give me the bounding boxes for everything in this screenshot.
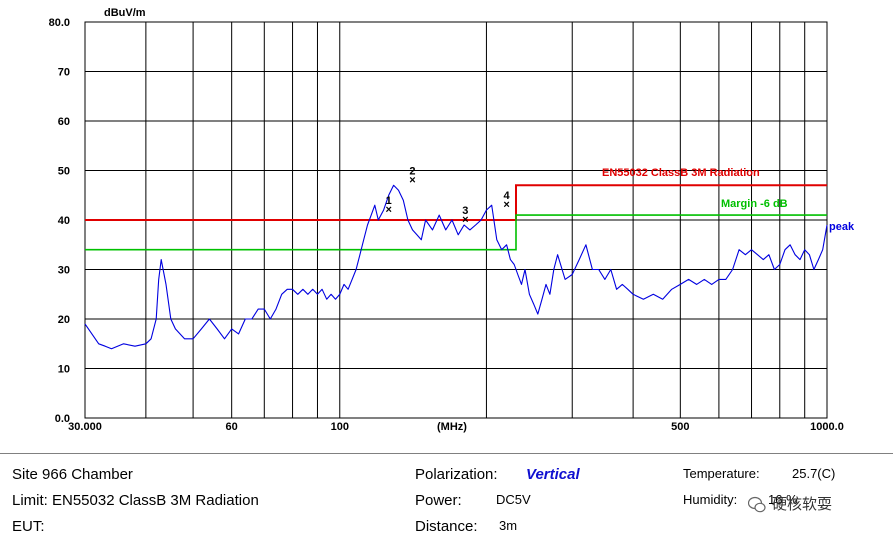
limit-info: Limit: EN55032 ClassB 3M Radiation [12,492,259,509]
peak-markers: ×1×2×3 ×4 [385,165,510,226]
humidity-label: Humidity: [683,492,738,507]
x-tick-label: 500 [671,421,689,433]
y-tick-labels: 0.0 10 20 30 40 50 60 70 80.0 [49,17,70,425]
humidity-value: 16 % [768,492,798,507]
polarization-label: Polarization: [415,466,498,483]
y-axis-unit-label: dBuV/m [104,7,146,19]
y-tick-label: 20 [58,314,70,326]
marker-number: 1 [386,195,392,207]
marker-cross: × [462,214,468,226]
marker-cross: × [385,204,391,216]
site-info: Site 966 Chamber [12,466,133,483]
x-tick-label: 30.000 [68,421,102,433]
peak-trace-line [84,184,828,350]
trace-series [84,184,828,350]
peak-series-label: peak [829,221,855,233]
panel-separator [0,453,893,454]
watermark-text: 硬核软耍 [772,496,833,513]
margin-line-label: Margin -6 dB [721,198,788,210]
y-tick-label: 0.0 [55,413,70,425]
marker-number: 2 [409,165,415,177]
y-tick-label: 30 [58,265,70,277]
limit-lines [85,184,827,251]
distance-value: 3m [499,518,518,533]
marker-cross: × [409,174,415,186]
x-tick-labels: 30.000 60 100 500 1000.0 [68,421,844,433]
wechat-icon [748,496,766,513]
temperature-label: Temperature: [683,466,760,481]
y-tick-label: 50 [58,166,70,178]
x-tick-label: 1000.0 [810,421,844,433]
limit-line [85,184,827,221]
marker-cross: × [503,199,509,211]
polarization-value: Vertical [526,466,580,483]
y-tick-label: 60 [58,116,70,128]
x-tick-label: 100 [331,421,349,433]
x-axis-unit-label: (MHz) [437,421,467,433]
y-tick-label: 80.0 [49,17,70,29]
eut-info: EUT: [12,518,45,535]
margin-line [85,214,827,251]
limit-line-label: EN55032 ClassB 3M Radiation [602,167,760,179]
y-tick-label: 70 [58,67,70,79]
power-value: DC5V [496,492,531,507]
marker-number: 3 [462,205,468,217]
x-tick-label: 60 [226,421,238,433]
temperature-value: 25.7(C) [792,466,836,481]
distance-label: Distance: [415,518,478,535]
y-tick-label: 40 [58,215,70,227]
marker-number: 4 [504,190,511,202]
y-tick-label: 10 [58,364,70,376]
power-label: Power: [415,492,462,509]
